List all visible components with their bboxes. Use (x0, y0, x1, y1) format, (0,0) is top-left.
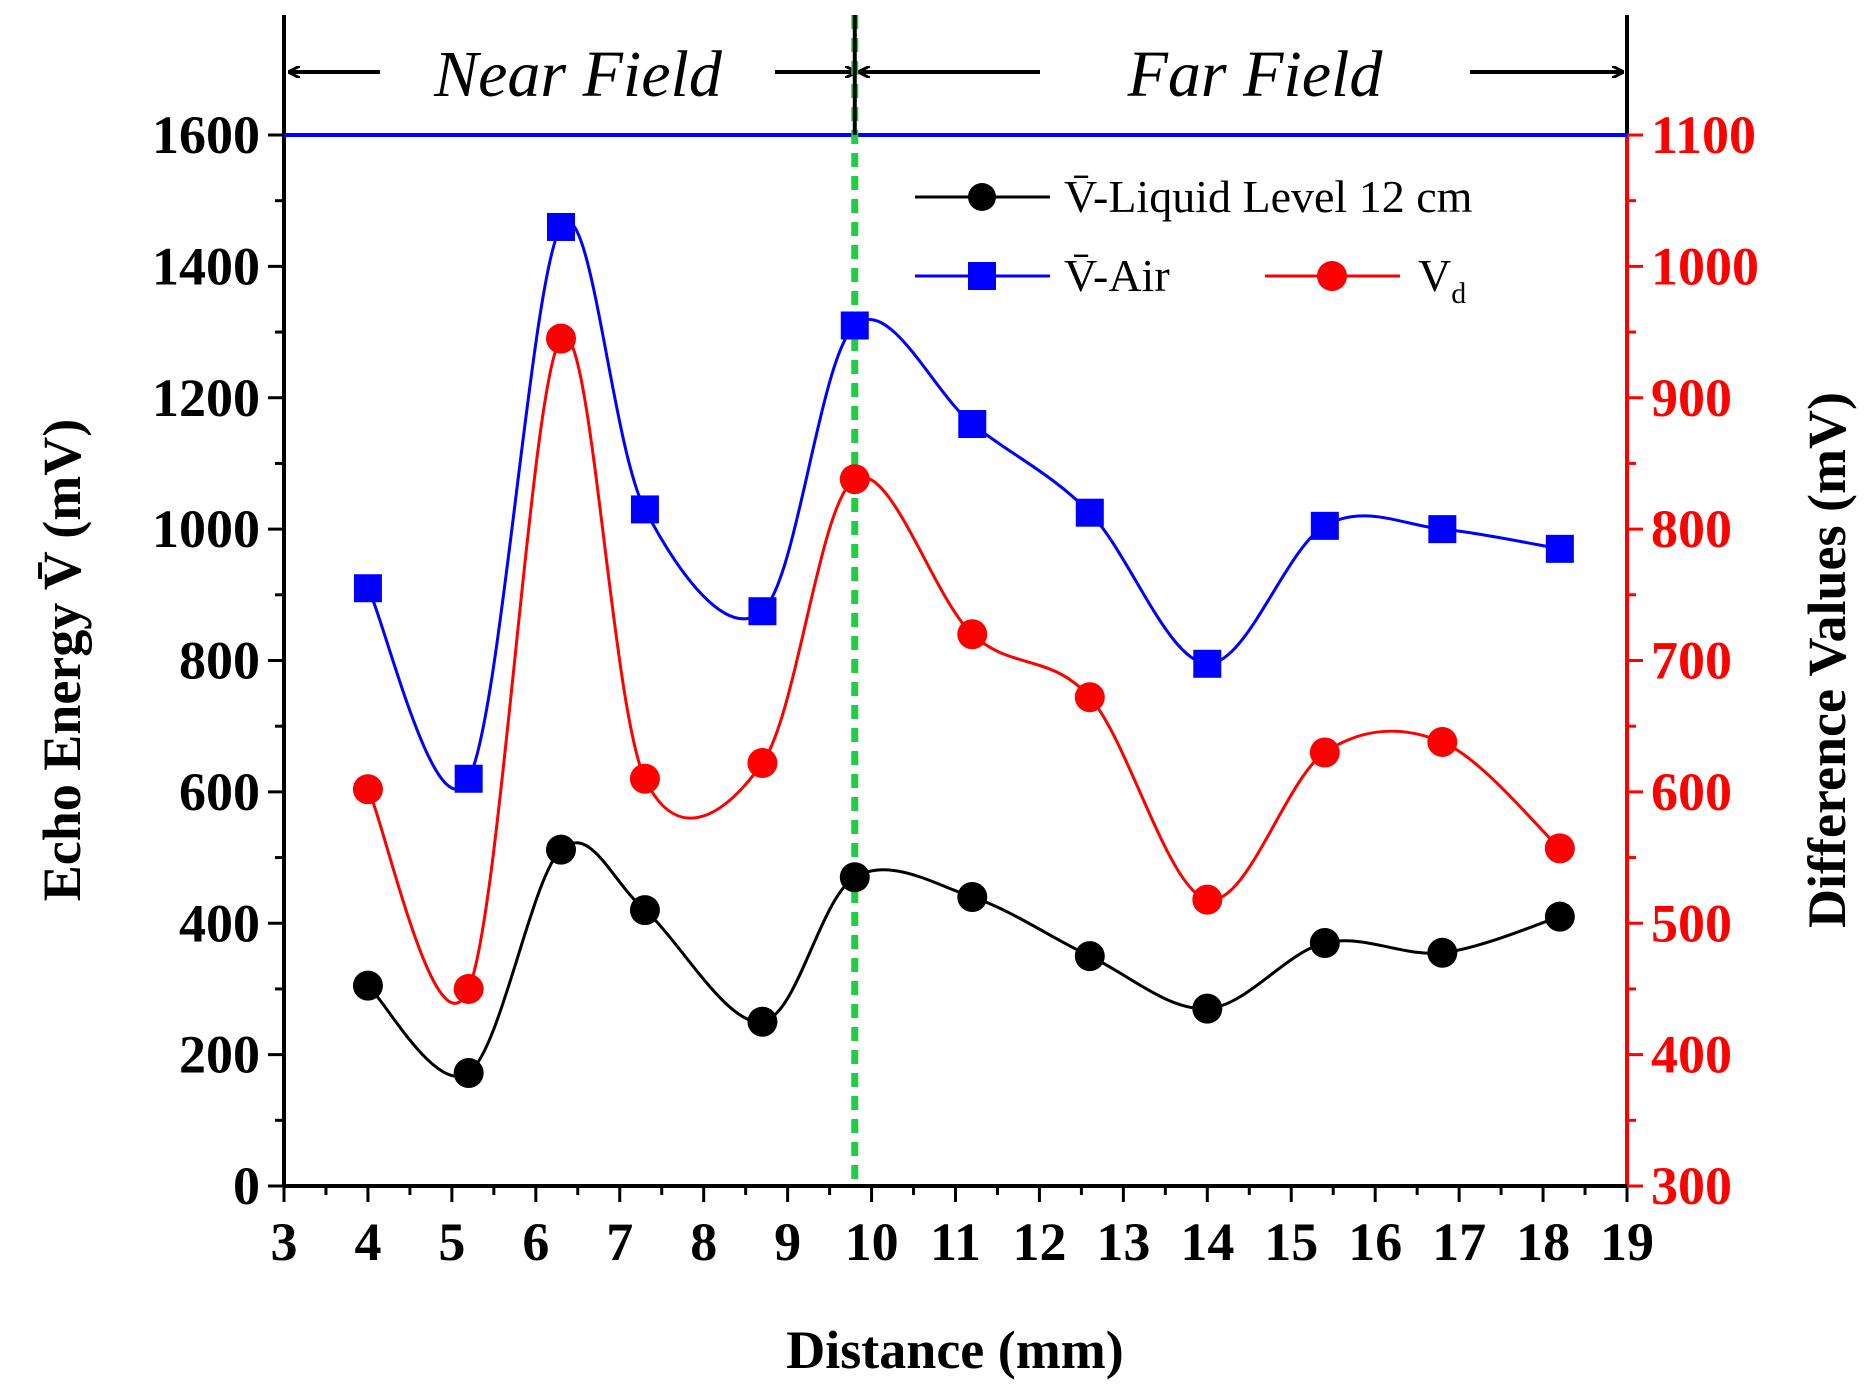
data-point (545, 323, 576, 354)
legend-label-vd-sub: d (1451, 277, 1466, 310)
y-right-tick-label: 900 (1651, 368, 1732, 428)
data-point (1310, 511, 1339, 540)
x-tick-label: 3 (271, 1212, 298, 1272)
legend-label-air: V̄-Air (1064, 250, 1170, 301)
legend-label-vd: Vd (1418, 250, 1466, 310)
y-left-tick-label: 600 (179, 762, 260, 822)
data-point (1192, 993, 1223, 1024)
x-axis-title: Distance (mm) (786, 1320, 1123, 1380)
series (352, 212, 1575, 1089)
y-right-tick-label: 1100 (1651, 105, 1756, 165)
x-tick-label: 5 (438, 1212, 465, 1272)
legend-marker-vd (1317, 261, 1347, 291)
x-tick-label: 13 (1096, 1212, 1150, 1272)
y-right-tick-label: 600 (1651, 762, 1732, 822)
near-field-label: Near Field (433, 38, 723, 111)
x-tick-label: 11 (930, 1212, 981, 1272)
x-tick-label: 7 (606, 1212, 633, 1272)
data-point (839, 464, 870, 495)
series-line (366, 220, 1561, 791)
series-2 (352, 323, 1575, 1005)
y-right-tick-label: 700 (1651, 631, 1732, 691)
data-point (453, 1058, 484, 1089)
data-point (629, 763, 660, 794)
data-point (352, 970, 383, 1001)
y-axis-title-right: Difference Values (mV) (1797, 392, 1857, 928)
field-header: Near Field Far Field (290, 38, 1622, 111)
x-tick-label: 17 (1432, 1212, 1486, 1272)
y-left-tick-label: 200 (179, 1025, 260, 1085)
y-right-tick-label: 500 (1651, 893, 1732, 953)
data-point (1545, 534, 1574, 563)
legend-marker-liquid (968, 183, 996, 211)
y-left-tick-label: 800 (179, 631, 260, 691)
legend-marker-air (968, 262, 996, 290)
data-point (453, 973, 484, 1004)
series-line (366, 841, 1561, 1078)
x-tick-label: 18 (1516, 1212, 1570, 1272)
data-point (545, 834, 576, 865)
legend-label-liquid: V̄-Liquid Level 12 cm (1064, 171, 1473, 222)
x-tick-label: 12 (1012, 1212, 1066, 1272)
far-field-label: Far Field (1127, 38, 1384, 111)
data-point (454, 764, 483, 793)
y-left-tick-label: 1400 (152, 236, 260, 296)
data-point (1427, 726, 1458, 757)
y-axis-title-left: Echo Energy V̄ (mV) (32, 419, 92, 902)
y-left-tick-label: 400 (179, 893, 260, 953)
data-point (957, 619, 988, 650)
x-tick-label: 14 (1180, 1212, 1234, 1272)
series-1 (353, 212, 1574, 793)
x-tick-label: 4 (354, 1212, 381, 1272)
x-tick-label: 15 (1264, 1212, 1318, 1272)
data-point (1427, 937, 1458, 968)
data-point (1428, 515, 1457, 544)
data-point (1192, 884, 1223, 915)
y-right-tick-label: 400 (1651, 1025, 1732, 1085)
series-line (366, 334, 1561, 1005)
x-tick-label: 16 (1348, 1212, 1402, 1272)
data-point (352, 774, 383, 805)
data-point (1074, 941, 1105, 972)
y-right-tick-label: 800 (1651, 499, 1732, 559)
legend: V̄-Liquid Level 12 cm V̄-Air Vd (915, 171, 1473, 310)
x-tick-label: 19 (1600, 1212, 1654, 1272)
x-tick-label: 9 (774, 1212, 801, 1272)
y-left-tick-label: 1600 (152, 105, 260, 165)
y-left-tick-label: 1200 (152, 368, 260, 428)
data-point (1544, 901, 1575, 932)
data-point (629, 895, 660, 926)
data-point (630, 495, 659, 524)
data-point (1309, 927, 1340, 958)
data-point (957, 881, 988, 912)
x-tick-label: 10 (845, 1212, 899, 1272)
legend-label-vd-main: V (1418, 250, 1451, 301)
series-0 (352, 834, 1575, 1089)
data-point (1075, 498, 1104, 527)
data-point (747, 1006, 778, 1037)
data-point (1193, 649, 1222, 678)
data-point (1309, 737, 1340, 768)
y-left-tick-label: 0 (233, 1156, 260, 1216)
ticks: 3 4 5 6 7 8 9 10 11 12 13 14 15 16 17 18 19 0 200 400 600 800… (152, 105, 1759, 1272)
y-right-tick-label: 1000 (1651, 236, 1759, 296)
data-point (1544, 833, 1575, 864)
x-tick-label: 6 (522, 1212, 549, 1272)
y-left-tick-label: 1000 (152, 499, 260, 559)
data-point (840, 311, 869, 340)
y-right-tick-label: 300 (1651, 1156, 1732, 1216)
data-point (839, 862, 870, 893)
data-point (747, 747, 778, 778)
data-point (748, 597, 777, 626)
x-tick-label: 8 (690, 1212, 717, 1272)
data-point (353, 574, 382, 603)
data-point (1074, 682, 1105, 713)
data-point (958, 410, 987, 439)
data-point (546, 212, 575, 241)
